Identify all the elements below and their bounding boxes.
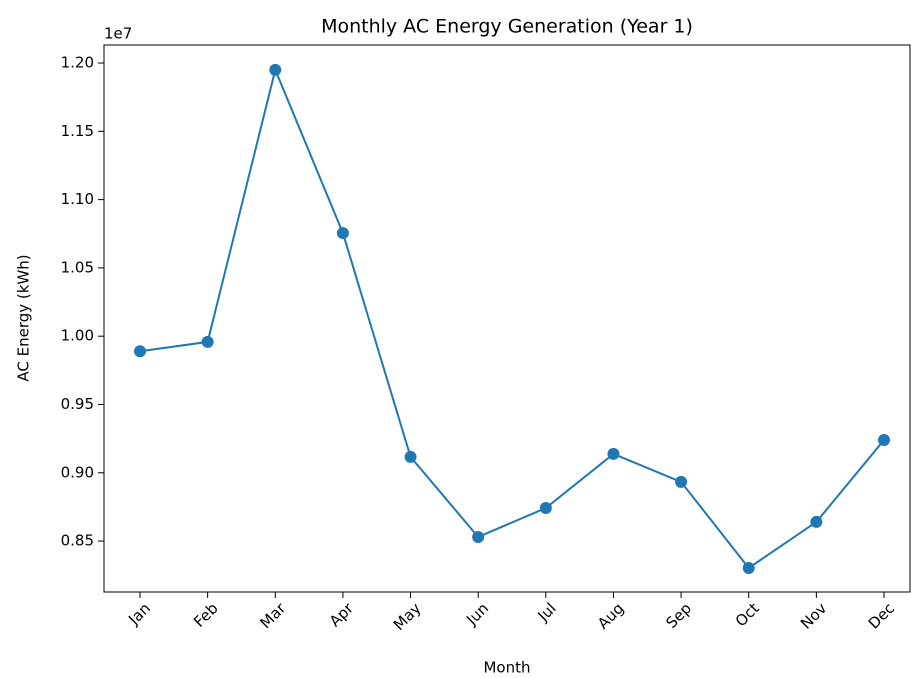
plot-frame xyxy=(103,44,911,593)
x-axis-label: Month xyxy=(483,659,530,677)
x-tick-label: Sep xyxy=(662,599,695,632)
y-tick-label: 0.85 xyxy=(61,532,94,550)
x-tick-label: Mar xyxy=(257,599,290,632)
y-tick-label: 1.05 xyxy=(61,258,94,276)
marker xyxy=(539,502,552,515)
x-tick-label: Jul xyxy=(534,599,560,625)
marker xyxy=(742,561,755,574)
marker xyxy=(675,475,688,488)
marker xyxy=(336,227,349,240)
marker xyxy=(878,433,890,446)
y-tick-label: 0.95 xyxy=(61,395,94,413)
x-tick-label: Aug xyxy=(594,599,627,632)
x-tick-label: Feb xyxy=(190,599,222,631)
x-tick-label: Apr xyxy=(326,599,358,631)
marker xyxy=(404,450,417,463)
y-offset-label: 1e7 xyxy=(104,25,132,43)
y-tick-label: 1.10 xyxy=(61,190,94,208)
y-tick-label: 0.90 xyxy=(61,463,94,481)
marker xyxy=(134,345,146,358)
x-tick-label: May xyxy=(390,599,425,634)
line xyxy=(139,66,885,570)
y-axis-label: AC Energy (kWh) xyxy=(15,254,33,381)
y-tick-label: 1.15 xyxy=(61,122,94,140)
marker xyxy=(607,447,620,460)
chart-title: Monthly AC Energy Generation (Year 1) xyxy=(321,16,693,38)
x-tick-label: Nov xyxy=(797,599,831,633)
marker xyxy=(810,515,823,528)
marker xyxy=(472,530,485,543)
x-tick-label: Jan xyxy=(124,599,154,629)
marker xyxy=(201,335,214,348)
y-tick-label: 1.20 xyxy=(61,54,94,72)
x-tick-label: Dec xyxy=(865,599,898,632)
x-tick-label: Oct xyxy=(732,599,763,630)
marker xyxy=(269,63,282,76)
x-tick-label: Jun xyxy=(462,599,492,629)
y-tick-label: 1.00 xyxy=(61,327,94,345)
